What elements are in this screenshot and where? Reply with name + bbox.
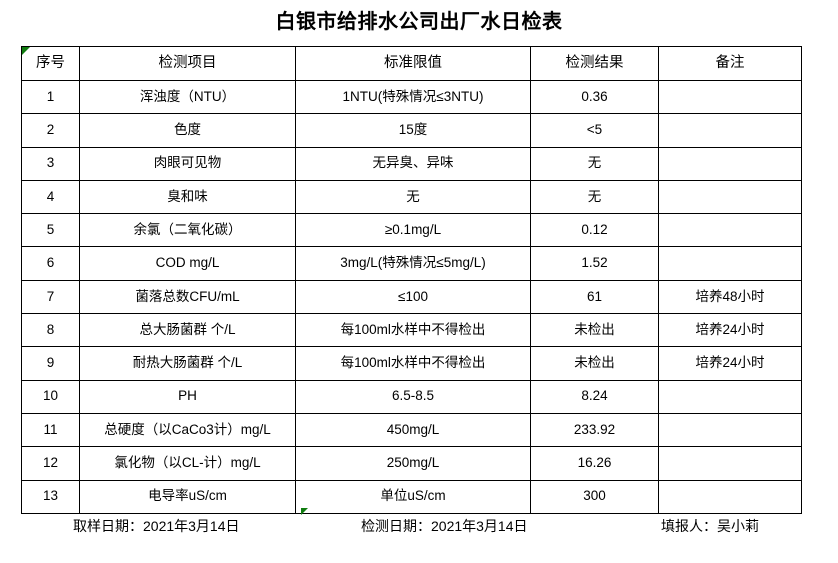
cell-limit[interactable]: 单位uS/cm bbox=[295, 479, 531, 514]
cell-limit[interactable]: ≥0.1mg/L bbox=[295, 213, 531, 248]
test-date-label: 检测日期：2021年3月14日 bbox=[361, 518, 528, 534]
cell-item[interactable]: 浑浊度（NTU） bbox=[79, 79, 296, 115]
table-row: 5 余氯（二氧化碳） ≥0.1mg/L 0.12 bbox=[21, 213, 802, 248]
cell-limit[interactable]: 3mg/L(特殊情况≤5mg/L) bbox=[295, 246, 531, 281]
cell-limit[interactable]: 无异臭、异味 bbox=[295, 146, 531, 181]
cell-no[interactable]: 2 bbox=[21, 113, 80, 148]
cell-no[interactable]: 12 bbox=[21, 446, 80, 481]
selection-corner-marker-top bbox=[22, 47, 30, 55]
cell-note[interactable] bbox=[658, 113, 802, 148]
filler-name-label: 填报人：吴小莉 bbox=[661, 518, 759, 534]
cell-no[interactable]: 10 bbox=[21, 379, 80, 414]
table-header-row: 序号 检测项目 标准限值 检测结果 备注 bbox=[21, 46, 802, 81]
cell-note[interactable] bbox=[658, 213, 802, 248]
cell-item[interactable]: 总大肠菌群 个/L bbox=[79, 313, 296, 348]
cell-item[interactable]: 肉眼可见物 bbox=[79, 146, 296, 181]
cell-result[interactable]: 8.24 bbox=[530, 379, 659, 414]
cell-limit[interactable]: 15度 bbox=[295, 113, 531, 148]
cell-note[interactable]: 培养48小时 bbox=[658, 279, 802, 315]
cell-note[interactable] bbox=[658, 379, 802, 414]
cell-note[interactable]: 培养24小时 bbox=[658, 346, 802, 381]
cell-result[interactable]: 0.36 bbox=[530, 79, 659, 115]
cell-result[interactable]: 1.52 bbox=[530, 246, 659, 281]
cell-result[interactable]: 无 bbox=[530, 146, 659, 181]
cell-no[interactable]: 9 bbox=[21, 346, 80, 381]
cell-no[interactable]: 5 bbox=[21, 213, 80, 248]
cell-item[interactable]: 余氯（二氧化碳） bbox=[79, 213, 296, 248]
cell-item[interactable]: 总硬度（以CaCo3计）mg/L bbox=[79, 412, 296, 448]
cell-item[interactable]: 耐热大肠菌群 个/L bbox=[79, 346, 296, 381]
cell-item[interactable]: 氯化物（以CL-计）mg/L bbox=[79, 446, 296, 481]
cell-note[interactable]: 培养24小时 bbox=[658, 313, 802, 348]
cell-result[interactable]: 未检出 bbox=[530, 313, 659, 348]
cell-result[interactable]: 0.12 bbox=[530, 213, 659, 248]
cell-limit[interactable]: 1NTU(特殊情况≤3NTU) bbox=[295, 79, 531, 115]
cell-limit[interactable]: 250mg/L bbox=[295, 446, 531, 481]
column-header-note: 备注 bbox=[658, 46, 802, 81]
cell-no[interactable]: 11 bbox=[21, 412, 80, 448]
table-row: 3 肉眼可见物 无异臭、异味 无 bbox=[21, 146, 802, 181]
water-quality-table: 序号 检测项目 标准限值 检测结果 备注 1 浑浊度（NTU） 1NTU(特殊情… bbox=[21, 46, 802, 514]
cell-note[interactable] bbox=[658, 246, 802, 281]
table-row: 9 耐热大肠菌群 个/L 每100ml水样中不得检出 未检出 培养24小时 bbox=[21, 346, 802, 381]
cell-item[interactable]: COD mg/L bbox=[79, 246, 296, 281]
cell-item[interactable]: 臭和味 bbox=[79, 179, 296, 215]
cell-no[interactable]: 4 bbox=[21, 179, 80, 215]
cell-item[interactable]: 菌落总数CFU/mL bbox=[79, 279, 296, 315]
cell-no[interactable]: 1 bbox=[21, 79, 80, 115]
footer-row: 取样日期：2021年3月14日 检测日期：2021年3月14日 填报人：吴小莉 bbox=[21, 515, 801, 541]
column-header-no: 序号 bbox=[21, 46, 80, 81]
table-row: 12 氯化物（以CL-计）mg/L 250mg/L 16.26 bbox=[21, 446, 802, 481]
cell-no[interactable]: 8 bbox=[21, 313, 80, 348]
cell-limit[interactable]: 450mg/L bbox=[295, 412, 531, 448]
table-row: 6 COD mg/L 3mg/L(特殊情况≤5mg/L) 1.52 bbox=[21, 246, 802, 281]
cell-note[interactable] bbox=[658, 79, 802, 115]
table-row: 4 臭和味 无 无 bbox=[21, 179, 802, 215]
cell-result[interactable]: 61 bbox=[530, 279, 659, 315]
table-row: 8 总大肠菌群 个/L 每100ml水样中不得检出 未检出 培养24小时 bbox=[21, 313, 802, 348]
cell-item[interactable]: 电导率uS/cm bbox=[79, 479, 296, 514]
cell-result[interactable]: <5 bbox=[530, 113, 659, 148]
cell-item[interactable]: 色度 bbox=[79, 113, 296, 148]
cell-limit[interactable]: 6.5-8.5 bbox=[295, 379, 531, 414]
cell-note[interactable] bbox=[658, 146, 802, 181]
cell-no[interactable]: 3 bbox=[21, 146, 80, 181]
column-header-result: 检测结果 bbox=[530, 46, 659, 81]
table-row: 10 PH 6.5-8.5 8.24 bbox=[21, 379, 802, 414]
cell-limit[interactable]: 无 bbox=[295, 179, 531, 215]
cell-no[interactable]: 13 bbox=[21, 479, 80, 514]
cell-no[interactable]: 6 bbox=[21, 246, 80, 281]
column-header-item: 检测项目 bbox=[79, 46, 296, 81]
cell-no[interactable]: 7 bbox=[21, 279, 80, 315]
table-row: 2 色度 15度 <5 bbox=[21, 113, 802, 148]
cell-result[interactable]: 无 bbox=[530, 179, 659, 215]
cell-result[interactable]: 300 bbox=[530, 479, 659, 514]
table-row: 7 菌落总数CFU/mL ≤100 61 培养48小时 bbox=[21, 279, 802, 315]
sample-date-label: 取样日期：2021年3月14日 bbox=[73, 518, 240, 534]
cell-result[interactable]: 16.26 bbox=[530, 446, 659, 481]
cell-note[interactable] bbox=[658, 179, 802, 215]
cell-result[interactable]: 233.92 bbox=[530, 412, 659, 448]
cell-item[interactable]: PH bbox=[79, 379, 296, 414]
table-row: 1 浑浊度（NTU） 1NTU(特殊情况≤3NTU) 0.36 bbox=[21, 79, 802, 115]
selection-corner-marker-bottom bbox=[301, 508, 308, 515]
table-row: 11 总硬度（以CaCo3计）mg/L 450mg/L 233.92 bbox=[21, 412, 802, 448]
cell-limit[interactable]: ≤100 bbox=[295, 279, 531, 315]
cell-note[interactable] bbox=[658, 446, 802, 481]
cell-limit[interactable]: 每100ml水样中不得检出 bbox=[295, 346, 531, 381]
cell-note[interactable] bbox=[658, 479, 802, 514]
cell-result[interactable]: 未检出 bbox=[530, 346, 659, 381]
cell-limit[interactable]: 每100ml水样中不得检出 bbox=[295, 313, 531, 348]
table-row: 13 电导率uS/cm 单位uS/cm 300 bbox=[21, 479, 802, 514]
cell-note[interactable] bbox=[658, 412, 802, 448]
column-header-limit: 标准限值 bbox=[295, 46, 531, 81]
page-title: 白银市给排水公司出厂水日检表 bbox=[275, 11, 563, 33]
